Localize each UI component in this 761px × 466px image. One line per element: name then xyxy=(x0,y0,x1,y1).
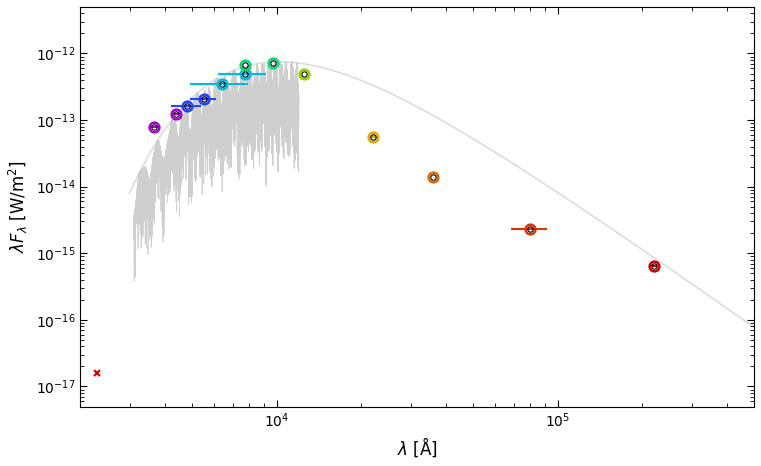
X-axis label: $\lambda$ [Å]: $\lambda$ [Å] xyxy=(396,436,438,459)
Y-axis label: $\lambda F_{\lambda}$ [W/m$^2$]: $\lambda F_{\lambda}$ [W/m$^2$] xyxy=(7,160,30,253)
